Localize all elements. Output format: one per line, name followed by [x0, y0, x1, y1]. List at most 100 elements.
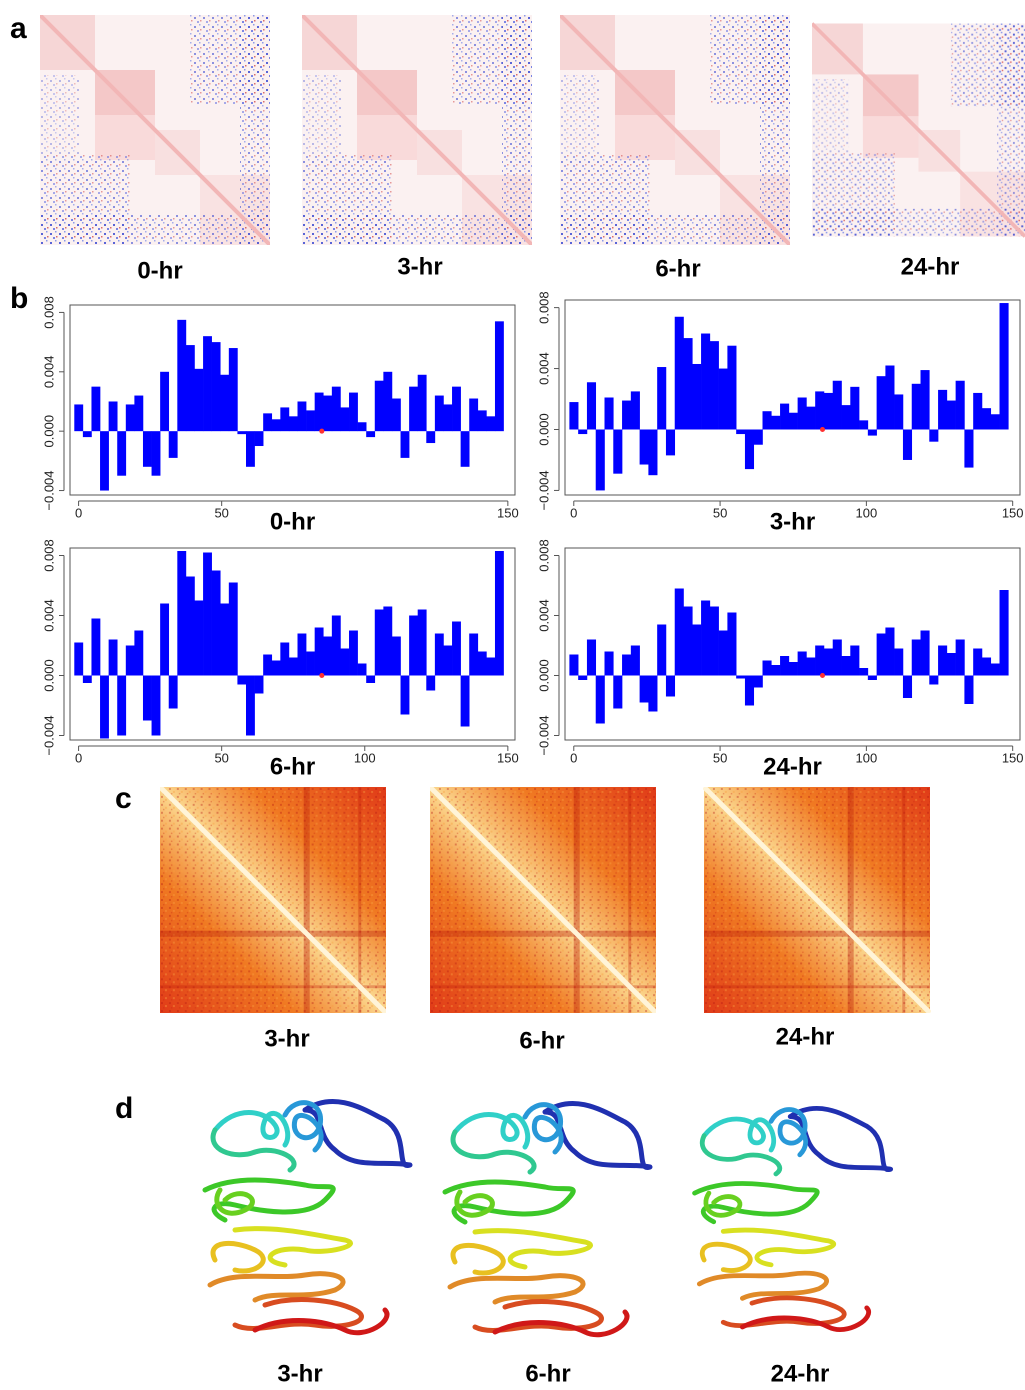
x-tick-label: 150 [497, 750, 519, 765]
bar [788, 412, 798, 430]
bar [409, 386, 419, 432]
plot-frame [69, 547, 516, 741]
bar [194, 600, 204, 676]
heatmap [560, 15, 790, 245]
bar [142, 431, 152, 467]
plot-frame [69, 304, 516, 496]
bar [762, 660, 772, 676]
bar [613, 429, 623, 474]
bar [271, 660, 281, 676]
bar [142, 675, 152, 721]
bar [885, 365, 895, 430]
bar [417, 374, 427, 432]
y-tick-label: 0.008 [536, 291, 551, 324]
bar [426, 675, 436, 691]
bar [340, 648, 350, 676]
bar [203, 552, 212, 676]
y-tick-label: 0.008 [536, 539, 551, 572]
bar [999, 303, 1009, 430]
heatmap [430, 787, 656, 1013]
bar [569, 402, 579, 430]
bar [973, 648, 983, 676]
bar [771, 415, 781, 430]
bar [674, 316, 684, 430]
bar [383, 371, 393, 432]
bar [850, 645, 860, 676]
plot-area [74, 551, 504, 739]
bar [469, 633, 479, 676]
heatmap [160, 787, 386, 1013]
bar [160, 603, 170, 676]
bar [981, 657, 992, 676]
panel-title: 3-hr [397, 253, 442, 280]
bar [604, 651, 614, 676]
bar [595, 429, 605, 491]
bar-chart: 0 50 100 150 −0.004 0.000 0.004 0.008 6-hr [41, 539, 518, 780]
bar [108, 639, 118, 676]
bar [648, 429, 658, 476]
bar [460, 675, 470, 727]
plot-frame [564, 547, 1021, 741]
bar [867, 675, 877, 680]
bar [151, 675, 161, 736]
y-tick-label: 0.004 [41, 356, 56, 389]
bar [999, 590, 1009, 676]
bar [288, 416, 298, 432]
bar [744, 675, 755, 706]
bar [374, 609, 384, 676]
plot-area [569, 588, 1009, 724]
bar [494, 551, 504, 676]
bar [815, 645, 825, 676]
bar [920, 630, 930, 676]
bar [177, 551, 187, 676]
bar [674, 588, 684, 676]
bar [306, 651, 315, 676]
bar [806, 406, 816, 430]
y-tick-label: 0.000 [41, 415, 56, 448]
bar [578, 429, 588, 435]
bar [815, 391, 825, 430]
highlight-point [819, 426, 825, 432]
panel-label: a [10, 12, 27, 45]
plot-area [74, 319, 504, 491]
bar [434, 395, 444, 432]
panel-title: 24-hr [901, 253, 960, 280]
bar [245, 431, 255, 467]
x-tick-label: 0 [570, 505, 577, 520]
bar [74, 404, 84, 432]
bar [134, 630, 144, 676]
x-tick-label: 50 [713, 505, 727, 520]
bar [955, 639, 965, 676]
bar [168, 431, 178, 458]
bar [762, 411, 772, 430]
bar [117, 675, 127, 736]
x-tick-label: 0 [75, 505, 82, 520]
panel-label: b [10, 282, 28, 315]
heatmap [40, 15, 270, 245]
y-tick-label: 0.008 [41, 296, 56, 329]
bar [331, 615, 341, 676]
bar [744, 429, 755, 470]
x-tick-label: 100 [856, 750, 878, 765]
highlight-point [819, 673, 825, 678]
x-tick-label: 50 [214, 505, 228, 520]
bar-chart: 0 50 150 −0.004 0.000 0.004 0.008 0-hr [41, 296, 518, 535]
bar [990, 663, 1000, 676]
bar [876, 633, 886, 676]
bar [331, 386, 341, 432]
x-tick-label: 100 [856, 505, 878, 520]
bar [117, 431, 127, 476]
bar [82, 675, 92, 683]
bar [194, 368, 204, 432]
bar [657, 624, 667, 676]
bar [374, 380, 384, 432]
bar [683, 606, 693, 676]
y-tick-label: 0.000 [536, 413, 551, 446]
bar [314, 627, 324, 676]
bar [709, 606, 719, 676]
x-tick-label: 150 [497, 505, 519, 520]
bar [692, 624, 702, 676]
bar [823, 392, 834, 430]
bar [788, 662, 798, 676]
bar [876, 376, 886, 430]
